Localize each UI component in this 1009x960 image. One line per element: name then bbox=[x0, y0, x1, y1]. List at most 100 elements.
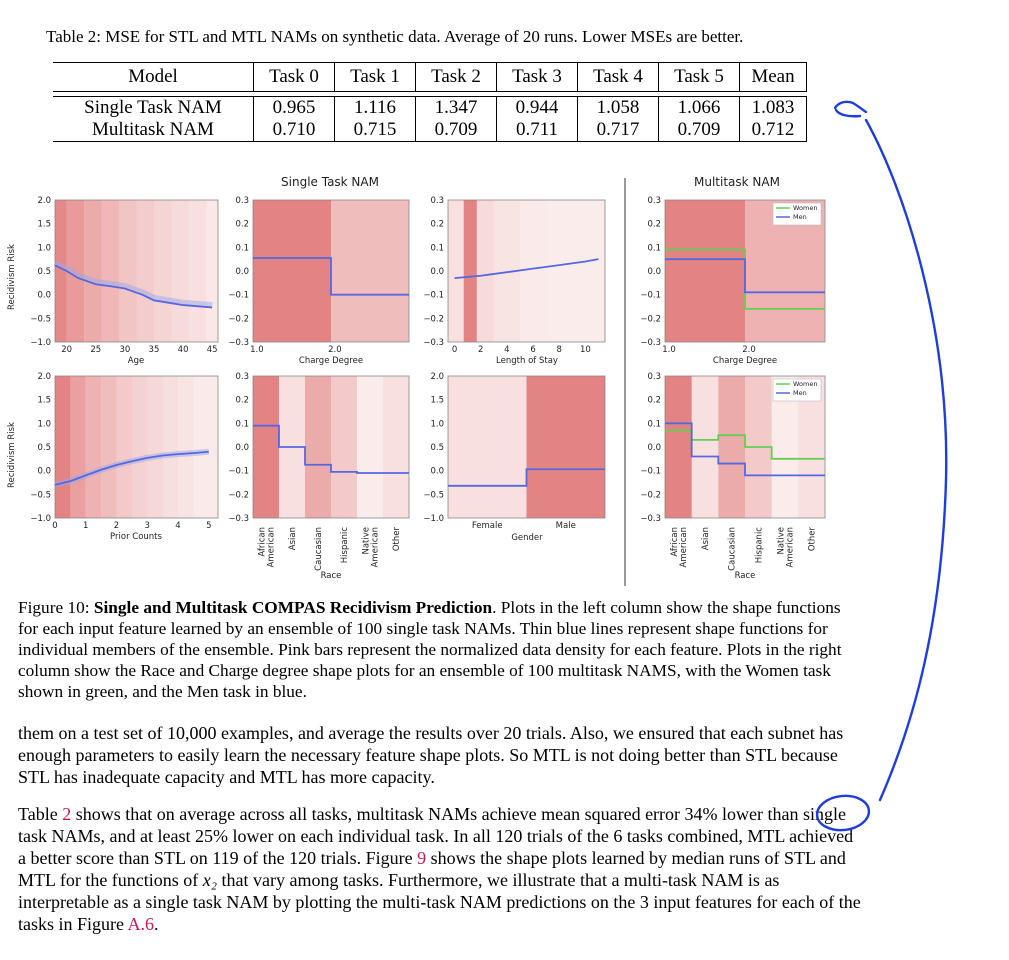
y-tick-label: 0.2 bbox=[430, 220, 444, 230]
x-axis-label: Gender bbox=[511, 533, 543, 543]
table-cell: 0.715 bbox=[334, 119, 416, 142]
y-tick-label: −0.3 bbox=[423, 338, 444, 348]
y-tick-label: −0.3 bbox=[228, 514, 249, 524]
multitask-title: Multitask NAM bbox=[694, 175, 780, 189]
header-task2: Task 2 bbox=[415, 62, 497, 92]
y-tick-label: 0.3 bbox=[235, 196, 249, 206]
y-tick-label: −0.1 bbox=[640, 467, 661, 477]
density-bar bbox=[718, 376, 745, 518]
y-tick-label: 0.3 bbox=[647, 196, 661, 206]
table-cell: 0.711 bbox=[496, 119, 578, 142]
x-axis-label: Race bbox=[321, 571, 342, 581]
x-tick-label: 5 bbox=[206, 521, 211, 531]
density-bar bbox=[193, 376, 218, 518]
y-tick-label: 0.0 bbox=[430, 267, 444, 277]
x-tick-label: 3 bbox=[145, 521, 150, 531]
header-task0: Task 0 bbox=[253, 62, 335, 92]
y-tick-label: 0.5 bbox=[430, 443, 444, 453]
y-tick-label: −1.0 bbox=[30, 514, 51, 524]
header-task3: Task 3 bbox=[496, 62, 578, 92]
legend-women-label: Women bbox=[793, 380, 817, 388]
y-tick-label: 0.3 bbox=[430, 196, 444, 206]
header-task4: Task 4 bbox=[577, 62, 659, 92]
shape-function-line bbox=[448, 468, 605, 487]
y-tick-label: −0.5 bbox=[423, 490, 444, 500]
x-tick-label: Other bbox=[392, 527, 402, 552]
x-tick-label: 4 bbox=[175, 521, 180, 531]
plot-frame bbox=[252, 375, 410, 519]
table-cell: 1.083 bbox=[739, 96, 807, 119]
y-tick-label: −0.2 bbox=[228, 490, 249, 500]
y-tick-label: −0.1 bbox=[423, 291, 444, 301]
y-tick-label: 0.2 bbox=[235, 220, 249, 230]
density-bar bbox=[162, 376, 179, 518]
density-bar bbox=[357, 376, 383, 518]
shape-function-line bbox=[253, 424, 409, 474]
x-tick-label: American bbox=[786, 527, 796, 567]
y-tick-label: −0.1 bbox=[228, 467, 249, 477]
density-bar bbox=[85, 376, 102, 518]
header-task5: Task 5 bbox=[658, 62, 740, 92]
y-tick-label: −0.1 bbox=[228, 291, 249, 301]
legend-women-label: Women bbox=[793, 204, 817, 212]
table-ref-link[interactable]: 2 bbox=[62, 804, 72, 824]
table-cell: 0.709 bbox=[658, 119, 740, 142]
shape-function-line bbox=[253, 257, 409, 296]
shape-function-line bbox=[54, 264, 213, 309]
density-bar bbox=[131, 376, 148, 518]
y-tick-label: 0.5 bbox=[37, 443, 51, 453]
x-tick-label: American bbox=[371, 527, 381, 567]
y-tick-label: −1.0 bbox=[423, 514, 444, 524]
p2-text: shows that on average across all tasks, … bbox=[18, 804, 854, 868]
x-tick-label: American bbox=[267, 527, 277, 567]
table-cell: 1.347 bbox=[415, 96, 497, 119]
appendix-ref-link[interactable]: A.6 bbox=[127, 914, 155, 934]
y-tick-label: −0.3 bbox=[640, 338, 661, 348]
density-bar bbox=[153, 200, 172, 342]
density-bar bbox=[448, 376, 527, 518]
plot-frame bbox=[54, 375, 219, 519]
x-axis-label: Prior Counts bbox=[110, 532, 162, 542]
x-tick-label: Hispanic bbox=[340, 527, 350, 564]
density-bar bbox=[178, 376, 194, 518]
legend-men-label: Men bbox=[793, 389, 807, 397]
density-bar bbox=[331, 200, 409, 342]
x-axis-label: Length of Stay bbox=[496, 356, 558, 366]
y-tick-label: −0.2 bbox=[640, 490, 661, 500]
y-tick-label: 2.0 bbox=[430, 372, 444, 382]
x-tick-label: Other bbox=[808, 527, 818, 552]
x-tick-label: Asian bbox=[288, 527, 298, 550]
y-tick-label: 0.1 bbox=[430, 243, 444, 253]
x-tick-label: 10 bbox=[580, 345, 591, 355]
x-tick-label: 1 bbox=[83, 521, 88, 531]
y-tick-label: 0.1 bbox=[647, 419, 661, 429]
y-tick-label: −1.0 bbox=[30, 338, 51, 348]
density-bar bbox=[188, 200, 207, 342]
x-tick-label: Male bbox=[556, 521, 576, 531]
x-axis-label: Race bbox=[735, 571, 756, 581]
ensemble-band bbox=[53, 260, 213, 309]
y-tick-label: 0.3 bbox=[647, 372, 661, 382]
density-bar bbox=[665, 376, 692, 518]
plot-frame bbox=[447, 375, 606, 519]
figure-ref-link[interactable]: 9 bbox=[417, 848, 427, 868]
table-cell: 1.116 bbox=[334, 96, 416, 119]
y-tick-label: −0.1 bbox=[640, 291, 661, 301]
y-tick-label: −0.3 bbox=[228, 338, 249, 348]
density-bar bbox=[55, 376, 71, 518]
x-tick-label: 20 bbox=[61, 345, 72, 355]
density-bar bbox=[253, 200, 331, 342]
table-cell: Single Task NAM bbox=[53, 96, 254, 119]
y-axis-label: Recidivism Risk bbox=[7, 244, 17, 310]
density-bar bbox=[519, 200, 547, 342]
x-tick-label: Female bbox=[472, 521, 503, 531]
y-tick-label: −0.2 bbox=[423, 314, 444, 324]
table-cell: Multitask NAM bbox=[53, 119, 254, 142]
plot-frame bbox=[664, 199, 826, 343]
table-cell: 1.058 bbox=[577, 96, 659, 119]
men-line bbox=[665, 258, 825, 294]
x-tick-label: 1.0 bbox=[662, 345, 676, 355]
density-bar bbox=[305, 376, 331, 518]
y-tick-label: 0.1 bbox=[647, 243, 661, 253]
table-cell: 0.717 bbox=[577, 119, 659, 142]
